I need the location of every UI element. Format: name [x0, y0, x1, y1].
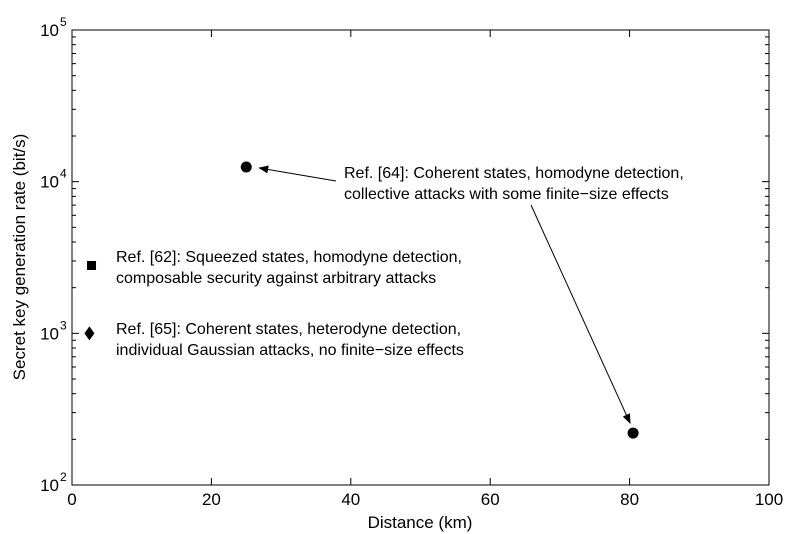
y-tick-base: 10	[40, 476, 59, 495]
x-tick-label: 100	[755, 490, 783, 509]
data-point-diamond	[84, 326, 95, 341]
data-point-circle	[627, 427, 639, 439]
annotation-text: Ref. [64]: Coherent states, homodyne det…	[344, 165, 684, 182]
markers-layer	[84, 161, 639, 439]
y-tick-exponent: 4	[60, 167, 67, 181]
annotation-text: collective attacks with some finite−size…	[344, 186, 669, 203]
data-point-square	[87, 261, 97, 271]
ticks-layer	[71, 29, 770, 486]
annotation-text: composable security against arbitrary at…	[116, 270, 436, 287]
plot-area-frame	[71, 29, 770, 486]
y-tick-label: 10	[40, 476, 59, 495]
data-point-circle	[240, 161, 252, 173]
y-tick-base: 10	[40, 173, 59, 192]
x-tick-label: 80	[620, 490, 639, 509]
annotation-text: individual Gaussian attacks, no finite−s…	[116, 342, 464, 359]
y-tick-base: 10	[40, 324, 59, 343]
annotation-arrow-64-b	[530, 204, 631, 424]
y-tick-exponent: 5	[60, 15, 67, 29]
annotation-text: Ref. [65]: Coherent states, heterodyne d…	[116, 321, 461, 338]
x-tick-label: 40	[341, 490, 360, 509]
annotation-arrow-64-a	[258, 165, 337, 182]
y-tick-label: 10	[40, 173, 59, 192]
y-tick-base: 10	[40, 21, 59, 40]
x-axis-title: Distance (km)	[368, 513, 473, 532]
y-tick-exponent: 3	[60, 318, 67, 332]
y-tick-label: 10	[40, 324, 59, 343]
annotation-text: Ref. [62]: Squeezed states, homodyne det…	[116, 249, 462, 266]
x-tick-label: 60	[481, 490, 500, 509]
y-axis-title: Secret key generation rate (bit/s)	[10, 134, 29, 381]
arrows-layer	[258, 165, 631, 424]
x-tick-labels: 0 20 40 60 80 100	[67, 490, 783, 509]
y-tick-label: 10	[40, 21, 59, 40]
x-tick-label: 20	[202, 490, 221, 509]
x-tick-label: 0	[67, 490, 76, 509]
y-tick-exponent: 2	[60, 470, 67, 484]
annotations-layer: Ref. [64]: Coherent states, homodyne det…	[116, 165, 684, 359]
